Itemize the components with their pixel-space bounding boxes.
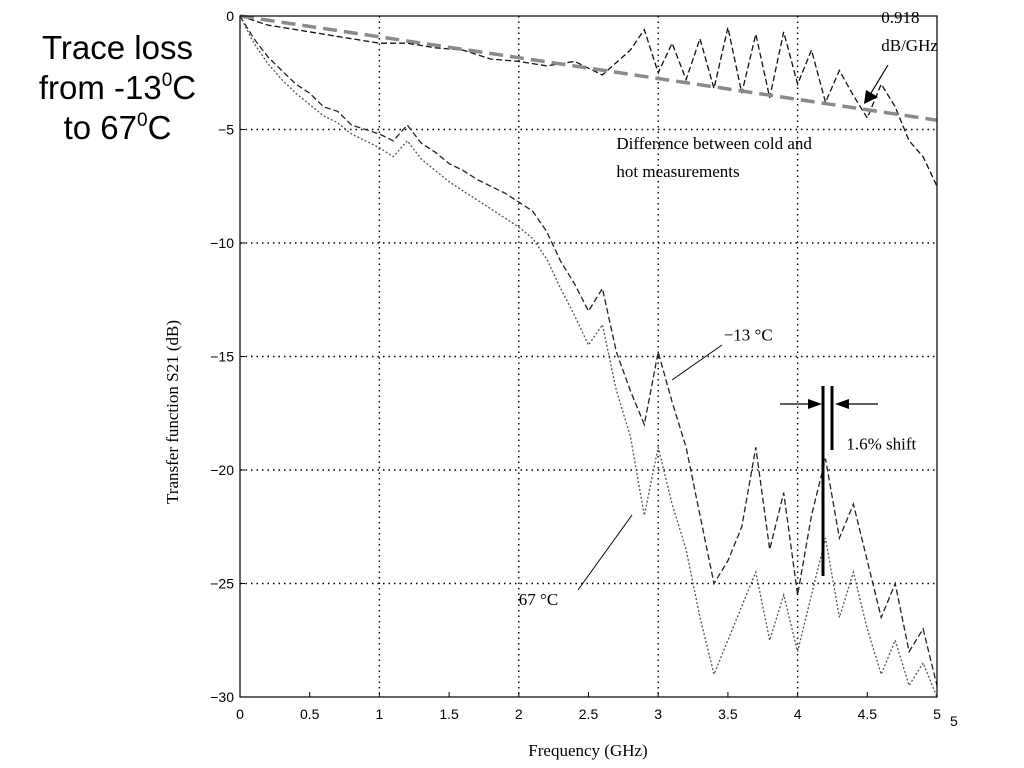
x-tick-label-3.5: 3.5 bbox=[718, 706, 738, 722]
slope-arrow bbox=[864, 64, 889, 104]
y-tick-label--15: −15 bbox=[210, 349, 234, 365]
annotation-5: 67 °C bbox=[519, 590, 558, 609]
y-axis-label: Transfer function S21 (dB) bbox=[163, 320, 182, 504]
x-tick-label-2: 2 bbox=[515, 706, 523, 722]
series-line-1 bbox=[239, 15, 938, 698]
annotations: 0.918 dB/GHz Difference between cold and ho… bbox=[519, 8, 939, 609]
cold-leader-line bbox=[671, 344, 723, 381]
y-tick-label--10: −10 bbox=[210, 235, 234, 251]
annotation-3: hot measurements bbox=[616, 162, 739, 181]
x-tick-label-4: 4 bbox=[794, 706, 802, 722]
title-line-1: Trace loss bbox=[42, 29, 193, 66]
y-tick-label--30: −30 bbox=[210, 689, 234, 705]
x-tick-label-3: 3 bbox=[654, 706, 662, 722]
y-tick-label--5: −5 bbox=[218, 122, 234, 138]
title-line-2: from -130C bbox=[38, 69, 197, 106]
series-line-0 bbox=[239, 15, 938, 686]
annotation-2: Difference between cold and bbox=[616, 134, 812, 153]
x-tick-label-2.5: 2.5 bbox=[579, 706, 599, 722]
annotation-1: dB/GHz bbox=[881, 36, 938, 55]
x-axis-label: Frequency (GHz) bbox=[528, 741, 647, 760]
tick-labels: 0 0.5 1 1.5 2 2.5 3 3.5 4 4.5 5 0 −5 −10 −15 −20 −25 −30 bbox=[210, 8, 941, 722]
x-tick-label-1: 1 bbox=[376, 706, 384, 722]
y-tick-label--20: −20 bbox=[210, 462, 234, 478]
shift-marker bbox=[780, 386, 878, 576]
x-tick-label-0: 0 bbox=[236, 706, 244, 722]
series-layer bbox=[239, 14, 938, 698]
y-tick-label--25: −25 bbox=[210, 576, 234, 592]
annotation-0: 0.918 bbox=[881, 8, 919, 27]
x-tick-label-1.5: 1.5 bbox=[439, 706, 459, 722]
slide-title: Trace loss from -130C to 670C bbox=[10, 28, 225, 148]
x-tick-label-5: 5 bbox=[933, 706, 941, 722]
annotation-4: −13 °C bbox=[724, 326, 773, 345]
annotation-6: 1.6% shift bbox=[846, 435, 916, 454]
chart-grid bbox=[240, 16, 937, 697]
x-tick-label-4.5: 4.5 bbox=[858, 706, 878, 722]
title-line-3: to 670C bbox=[63, 109, 172, 146]
series-line-2 bbox=[239, 15, 938, 187]
y-tick-label-0: 0 bbox=[226, 8, 234, 24]
hot-leader-line bbox=[577, 514, 633, 591]
series-line-3 bbox=[239, 14, 938, 122]
page-number: 5 bbox=[950, 713, 958, 729]
x-tick-label-0.5: 0.5 bbox=[300, 706, 320, 722]
